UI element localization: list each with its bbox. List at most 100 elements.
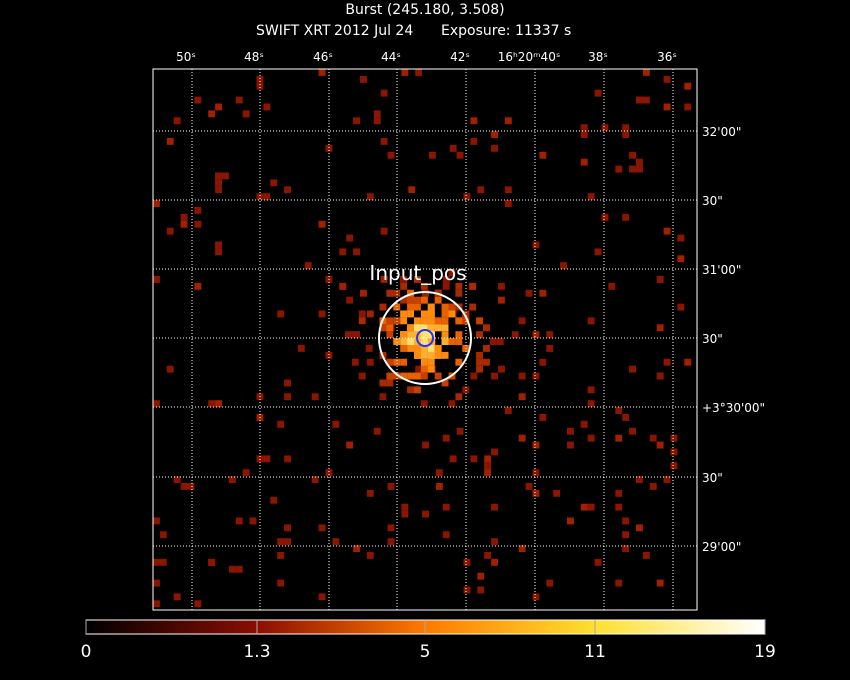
pixel: [636, 524, 643, 532]
pixel: [622, 517, 630, 525]
pixel: [615, 503, 623, 511]
pixel: [415, 69, 423, 76]
pixel: [339, 248, 347, 256]
dec-label: 30": [702, 194, 723, 208]
pixel: [407, 289, 414, 297]
pixel: [242, 110, 250, 118]
pixel: [180, 213, 188, 221]
pixel: [407, 324, 414, 332]
ra-label: 16ʰ20ᵐ40ˢ: [498, 50, 561, 64]
pixel: [166, 227, 174, 235]
pixel: [407, 296, 414, 304]
pixel: [546, 579, 554, 587]
pixel: [420, 365, 428, 373]
pixel: [420, 331, 428, 339]
pixel: [256, 193, 264, 201]
pixel: [256, 455, 264, 463]
pixel: [656, 276, 664, 283]
pixel: [318, 593, 326, 601]
pixel: [469, 282, 477, 290]
pixel: [441, 324, 449, 332]
pixel: [615, 407, 623, 414]
pixel: [420, 317, 428, 325]
colorbar-label: 19: [754, 642, 776, 662]
pixel: [636, 96, 643, 104]
pixel: [477, 186, 485, 194]
pixel: [318, 524, 326, 532]
pixel: [366, 193, 374, 201]
ra-label: 44ˢ: [381, 50, 401, 64]
pixel: [420, 358, 428, 366]
pixel: [407, 338, 414, 345]
pixel: [284, 393, 291, 401]
pixel: [194, 220, 202, 228]
pixel: [455, 289, 463, 297]
pixel: [656, 441, 664, 449]
pixel: [325, 351, 333, 359]
dec-label: 32'00": [702, 125, 741, 139]
pixel: [215, 241, 222, 249]
pixel: [215, 400, 222, 408]
pixel: [504, 117, 512, 125]
pixel: [345, 331, 352, 339]
pixel: [414, 303, 421, 311]
pixel: [434, 296, 442, 304]
pixel: [318, 69, 326, 76]
pixel: [400, 276, 408, 283]
pixel: [462, 317, 470, 325]
pixel: [325, 469, 333, 477]
pixel: [684, 358, 692, 366]
pixel: [476, 351, 483, 359]
colorbar-label: 0: [81, 642, 92, 662]
pixel: [608, 282, 616, 290]
pixel: [263, 103, 271, 111]
pixel: [422, 510, 429, 518]
pixel: [215, 172, 222, 180]
pixel: [567, 441, 574, 449]
pixel: [483, 324, 490, 332]
pixel: [353, 248, 360, 256]
pixel: [442, 531, 450, 539]
pixel: [663, 103, 671, 111]
pixel: [414, 386, 421, 394]
pixel: [594, 89, 602, 97]
pixel: [358, 317, 366, 325]
pixel: [166, 365, 174, 373]
pixel: [434, 317, 442, 325]
pixel: [401, 510, 409, 518]
pixel: [435, 469, 443, 477]
pixel: [427, 358, 435, 366]
pixel: [228, 565, 236, 573]
pixel: [153, 517, 160, 525]
dec-label: 30": [702, 332, 723, 346]
pixel: [407, 372, 414, 380]
pixel: [420, 324, 428, 332]
pixel: [420, 338, 428, 345]
pixel: [386, 358, 394, 366]
pixel: [304, 262, 312, 270]
pixel: [380, 138, 388, 145]
pixel: [587, 317, 595, 325]
pixel: [407, 303, 414, 311]
pixel: [366, 489, 374, 497]
pixel: [393, 338, 401, 345]
pixel: [420, 400, 428, 408]
pixel: [235, 96, 243, 104]
pixel: [427, 310, 435, 318]
pixel: [636, 165, 643, 173]
pixel: [435, 483, 443, 490]
pixel: [256, 75, 264, 83]
pixel: [470, 372, 478, 380]
pixel: [594, 248, 602, 256]
pixel: [422, 441, 429, 449]
pixel: [663, 227, 671, 235]
pixel: [622, 124, 630, 132]
pixel: [504, 407, 512, 414]
pixel: [270, 496, 278, 504]
pixel: [539, 151, 547, 159]
pixel: [456, 427, 464, 435]
pixel: [455, 393, 463, 401]
pixel: [346, 234, 354, 242]
pixel: [387, 151, 395, 159]
pixel: [414, 351, 421, 359]
